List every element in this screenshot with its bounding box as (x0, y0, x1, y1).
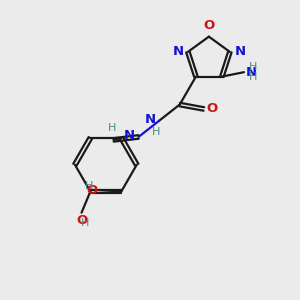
Text: H: H (81, 218, 89, 228)
Text: O: O (207, 103, 218, 116)
Text: H: H (249, 72, 258, 82)
Text: O: O (86, 184, 98, 196)
Text: N: N (172, 45, 184, 58)
Text: H: H (108, 123, 116, 134)
Text: O: O (76, 214, 87, 227)
Text: H: H (85, 181, 93, 190)
Text: N: N (245, 66, 256, 79)
Text: N: N (144, 113, 156, 126)
Text: O: O (203, 19, 214, 32)
Text: H: H (249, 62, 258, 72)
Text: N: N (234, 45, 245, 58)
Text: H: H (152, 127, 160, 137)
Text: N: N (124, 129, 135, 142)
